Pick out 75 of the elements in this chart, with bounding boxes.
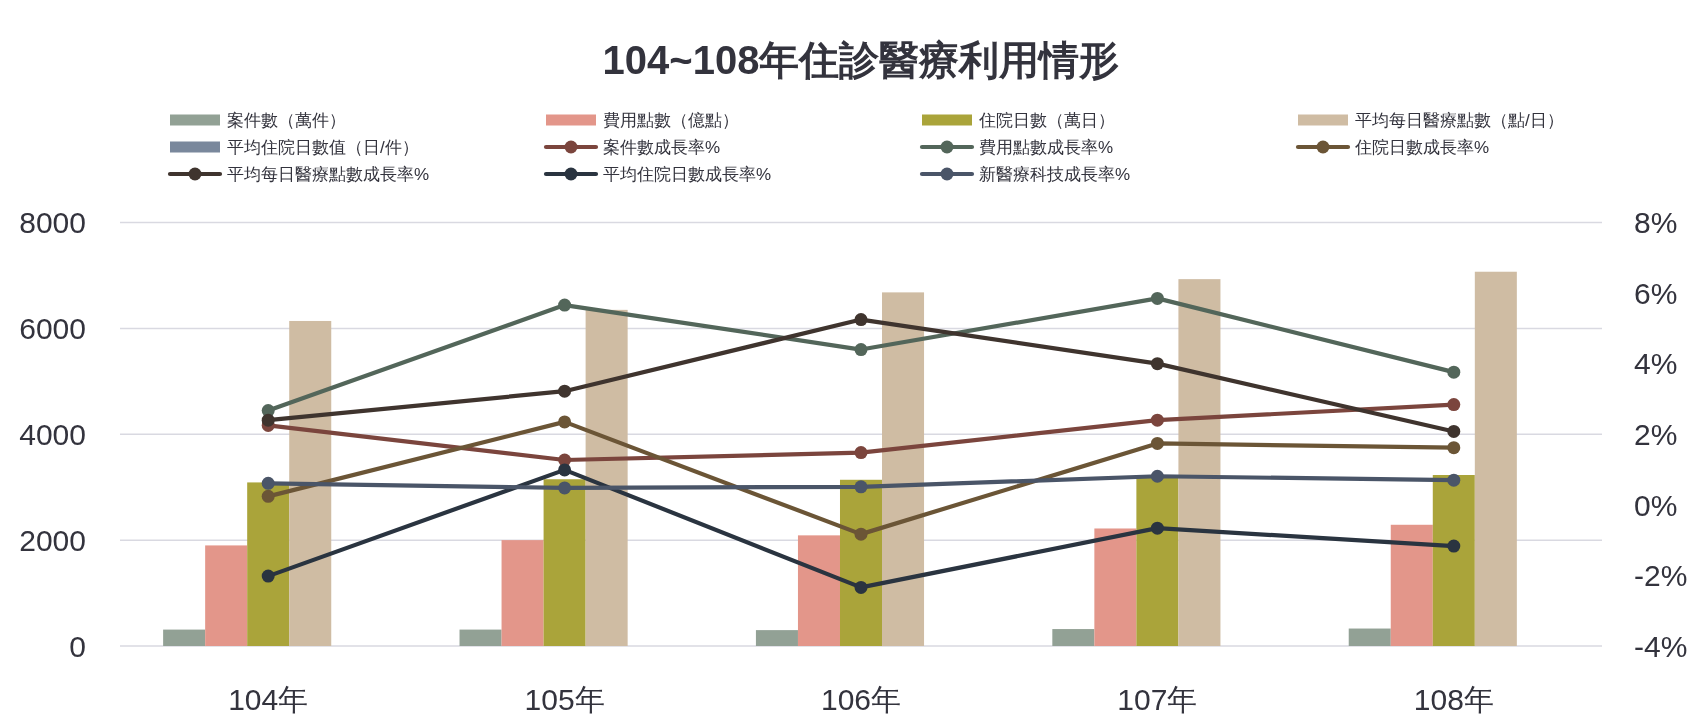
point bbox=[1447, 424, 1461, 438]
x-tick-label: 104年 bbox=[228, 683, 309, 716]
bar bbox=[205, 545, 248, 646]
point bbox=[1150, 469, 1164, 483]
y2-tick-label: 8% bbox=[1634, 206, 1678, 240]
bar bbox=[289, 320, 332, 646]
point bbox=[1447, 365, 1461, 379]
point bbox=[1150, 521, 1164, 535]
y-tick-label: 4000 bbox=[19, 418, 86, 452]
y2-tick-label: 0% bbox=[1634, 488, 1678, 522]
bar bbox=[755, 630, 798, 646]
point bbox=[854, 580, 868, 594]
point bbox=[558, 415, 572, 429]
point bbox=[1447, 398, 1461, 412]
point bbox=[558, 463, 572, 477]
y2-tick-label: 6% bbox=[1634, 276, 1678, 310]
y-tick-label: 2000 bbox=[19, 523, 86, 557]
bar bbox=[459, 629, 502, 646]
point bbox=[261, 413, 275, 427]
bar bbox=[543, 479, 586, 646]
x-tick-label: 107年 bbox=[1117, 683, 1198, 716]
legend-label: 平均每日醫療點數成長率% bbox=[227, 165, 430, 185]
legend-label: 平均住院日數值（日/件） bbox=[227, 138, 419, 158]
y2-tick-label: -2% bbox=[1634, 559, 1688, 593]
point bbox=[1447, 441, 1461, 455]
x-tick-label: 106年 bbox=[820, 683, 902, 716]
legend-label: 案件數（萬件） bbox=[227, 111, 346, 131]
bar bbox=[1432, 475, 1475, 646]
x-tick-label: 105年 bbox=[524, 683, 605, 716]
y-tick-label: 0 bbox=[69, 629, 86, 663]
point bbox=[854, 313, 868, 327]
point bbox=[261, 489, 275, 503]
x-tick-label: 108年 bbox=[1413, 683, 1494, 716]
point bbox=[854, 343, 868, 357]
legend-label: 平均住院日數成長率% bbox=[603, 165, 772, 185]
legend-label: 新醫療科技成長率% bbox=[979, 165, 1131, 185]
bar bbox=[247, 482, 290, 646]
bar bbox=[882, 292, 925, 646]
point bbox=[854, 446, 868, 460]
point bbox=[854, 527, 868, 541]
bar bbox=[501, 540, 544, 646]
chart-title: 104~108年住診醫療利用情形 bbox=[602, 38, 1120, 82]
point bbox=[558, 384, 572, 398]
y2-tick-label: 4% bbox=[1634, 347, 1678, 381]
point bbox=[1150, 413, 1164, 427]
legend-label: 費用點數成長率% bbox=[979, 138, 1114, 158]
point bbox=[854, 480, 868, 494]
bar bbox=[1094, 528, 1137, 646]
legend-label: 平均每日醫療點數（點/日） bbox=[1355, 111, 1564, 131]
legend-label: 住院日數成長率% bbox=[1354, 138, 1490, 158]
bar bbox=[585, 309, 628, 646]
y2-tick-label: -4% bbox=[1634, 629, 1688, 663]
point bbox=[558, 481, 572, 495]
bar bbox=[1136, 476, 1179, 646]
point bbox=[1150, 357, 1164, 371]
point bbox=[1447, 473, 1461, 487]
point bbox=[261, 476, 275, 490]
y-tick-label: 6000 bbox=[19, 312, 86, 346]
point bbox=[1150, 436, 1164, 450]
legend-label: 住院日數（萬日） bbox=[978, 111, 1115, 131]
y-tick-label: 8000 bbox=[19, 206, 86, 240]
point bbox=[261, 569, 275, 583]
legend-label: 費用點數（億點） bbox=[603, 111, 739, 131]
bar bbox=[797, 535, 840, 646]
bar bbox=[1178, 279, 1221, 646]
bar bbox=[1390, 524, 1433, 646]
legend-label: 案件數成長率% bbox=[603, 138, 721, 158]
y2-tick-label: 2% bbox=[1634, 418, 1678, 452]
point bbox=[1150, 291, 1164, 305]
bar bbox=[1348, 628, 1391, 646]
point bbox=[558, 298, 572, 312]
bar bbox=[1052, 629, 1095, 646]
point bbox=[1447, 539, 1461, 553]
bar bbox=[1474, 271, 1517, 646]
bar bbox=[163, 629, 206, 646]
